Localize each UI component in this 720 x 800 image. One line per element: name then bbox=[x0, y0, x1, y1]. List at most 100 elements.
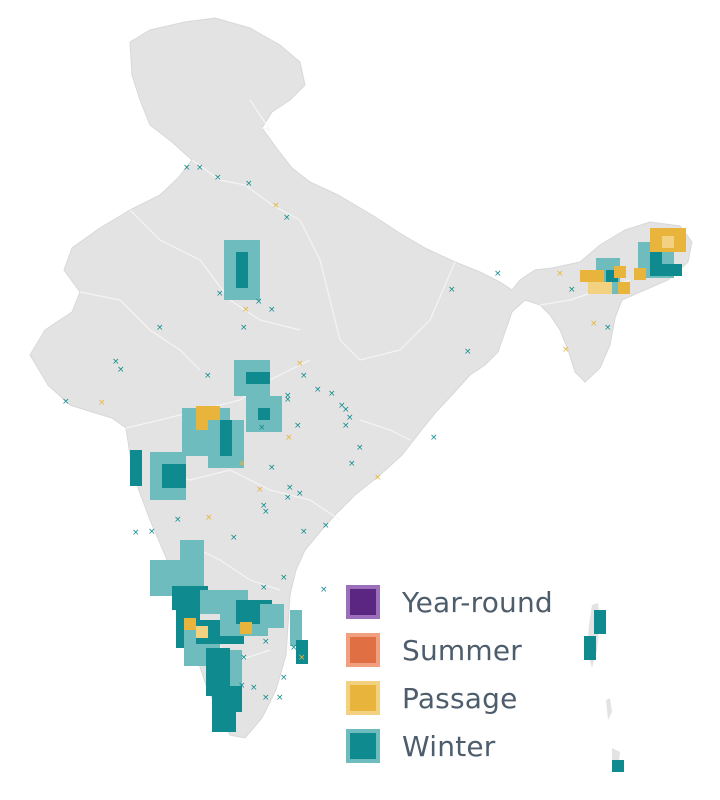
sighting-mark: × bbox=[230, 533, 238, 543]
occurrence-cell bbox=[220, 420, 232, 456]
sighting-mark: × bbox=[448, 285, 456, 295]
legend-item-summer: Summer bbox=[346, 626, 553, 674]
sighting-mark: × bbox=[328, 389, 336, 399]
occurrence-cell bbox=[580, 270, 604, 282]
sighting-mark: × bbox=[342, 421, 350, 431]
sighting-mark: × bbox=[285, 433, 293, 443]
sighting-mark: × bbox=[174, 515, 182, 525]
sighting-mark: × bbox=[258, 423, 266, 433]
sighting-mark: × bbox=[183, 163, 191, 173]
sighting-mark: × bbox=[464, 347, 472, 357]
occurrence-cell bbox=[196, 626, 208, 638]
occurrence-cell bbox=[260, 604, 284, 628]
legend-item-passage: Passage bbox=[346, 674, 553, 722]
sighting-mark: × bbox=[272, 201, 280, 211]
sighting-mark: × bbox=[148, 527, 156, 537]
sighting-mark: × bbox=[590, 319, 598, 329]
sighting-mark: × bbox=[338, 401, 346, 411]
sighting-mark: × bbox=[294, 421, 302, 431]
sighting-mark: × bbox=[346, 413, 354, 423]
sighting-mark: × bbox=[342, 405, 350, 415]
sighting-mark: × bbox=[320, 585, 328, 595]
sighting-mark: × bbox=[494, 269, 502, 279]
legend-label: Year-round bbox=[402, 585, 553, 619]
sighting-mark: × bbox=[284, 391, 292, 401]
sighting-mark: × bbox=[322, 521, 330, 531]
sighting-mark: × bbox=[284, 395, 292, 405]
sighting-mark: × bbox=[348, 459, 356, 469]
sighting-mark: × bbox=[276, 693, 284, 703]
sighting-mark: × bbox=[290, 643, 298, 653]
sighting-mark: × bbox=[238, 681, 246, 691]
sighting-mark: × bbox=[205, 513, 213, 523]
sighting-mark: × bbox=[132, 528, 140, 538]
legend-item-winter: Winter bbox=[346, 722, 553, 770]
sighting-mark: × bbox=[98, 398, 106, 408]
occurrence-cell bbox=[230, 650, 242, 686]
occurrence-cell bbox=[180, 540, 204, 588]
sighting-mark: × bbox=[255, 297, 263, 307]
sighting-marks: × × × × × × × × × × × × × × × × × × × × × × × × × × × × × × × × × × × × × × × ×… bbox=[62, 163, 612, 703]
sighting-mark: × bbox=[356, 443, 364, 453]
legend: Year-round Summer Passage Winter bbox=[346, 578, 553, 770]
occurrence-cell bbox=[258, 408, 270, 420]
occurrence-cell bbox=[236, 252, 248, 288]
legend-swatch-winter bbox=[346, 729, 380, 763]
sighting-mark: × bbox=[300, 371, 308, 381]
occurrence-cell bbox=[130, 450, 142, 486]
sighting-mark: × bbox=[240, 323, 248, 333]
state-boundaries bbox=[79, 99, 631, 661]
occurrence-cell bbox=[618, 282, 630, 294]
sighting-mark: × bbox=[250, 683, 258, 693]
occurrence-cell bbox=[594, 610, 606, 634]
legend-swatch-passage bbox=[346, 681, 380, 715]
sighting-mark: × bbox=[262, 507, 270, 517]
occurrence-cell bbox=[184, 618, 196, 630]
sighting-mark: × bbox=[214, 173, 222, 183]
sighting-mark: × bbox=[238, 459, 246, 469]
legend-label: Passage bbox=[402, 681, 518, 715]
sighting-mark: × bbox=[298, 653, 306, 663]
sighting-mark: × bbox=[112, 357, 120, 367]
sighting-mark: × bbox=[262, 693, 270, 703]
sighting-mark: × bbox=[296, 489, 304, 499]
sighting-mark: × bbox=[296, 359, 304, 369]
legend-item-year-round: Year-round bbox=[346, 578, 553, 626]
sighting-mark: × bbox=[224, 693, 232, 703]
sighting-mark: × bbox=[268, 305, 276, 315]
sighting-mark: × bbox=[196, 163, 204, 173]
occurrence-cell bbox=[612, 760, 624, 772]
sighting-mark: × bbox=[246, 373, 254, 383]
sighting-mark: × bbox=[117, 365, 125, 375]
sighting-mark: × bbox=[245, 179, 253, 189]
sighting-mark: × bbox=[430, 433, 438, 443]
occurrence-cell bbox=[290, 610, 302, 646]
sighting-mark: × bbox=[568, 285, 576, 295]
sighting-mark: × bbox=[374, 473, 382, 483]
sighting-mark: × bbox=[280, 573, 288, 583]
occurrence-cells bbox=[130, 228, 686, 772]
legend-swatch-year-round bbox=[346, 585, 380, 619]
sighting-mark: × bbox=[286, 483, 294, 493]
sighting-mark: × bbox=[283, 213, 291, 223]
sighting-mark: × bbox=[262, 637, 270, 647]
sighting-mark: × bbox=[240, 653, 248, 663]
sighting-mark: × bbox=[604, 323, 612, 333]
sighting-mark: × bbox=[556, 269, 564, 279]
occurrence-cell bbox=[614, 266, 626, 278]
sighting-mark: × bbox=[62, 397, 70, 407]
occurrence-cell bbox=[634, 268, 646, 280]
occurrence-cell bbox=[658, 264, 682, 276]
occurrence-cell bbox=[246, 372, 270, 384]
occurrence-cell bbox=[662, 236, 674, 248]
occurrence-cell bbox=[224, 720, 236, 732]
occurrence-cell bbox=[296, 640, 308, 664]
sighting-mark: × bbox=[562, 345, 570, 355]
occurrence-cell bbox=[162, 464, 186, 488]
sighting-mark: × bbox=[204, 371, 212, 381]
sighting-mark: × bbox=[260, 501, 268, 511]
legend-swatch-summer bbox=[346, 633, 380, 667]
occurrence-cell bbox=[584, 636, 596, 660]
sighting-mark: × bbox=[314, 385, 322, 395]
sighting-mark: × bbox=[242, 305, 250, 315]
